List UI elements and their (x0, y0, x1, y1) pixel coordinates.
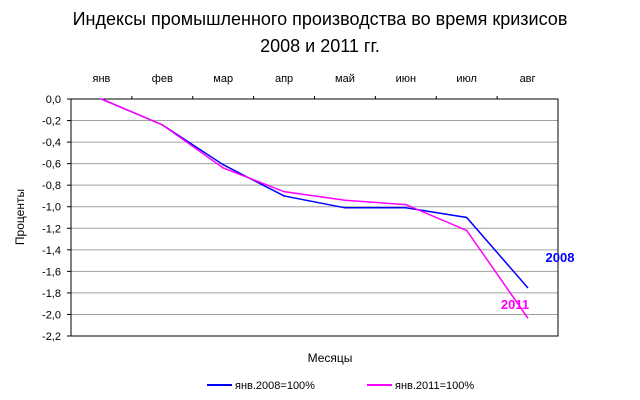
y-tick-label: -0,4 (42, 137, 61, 149)
y-tick-label: -2,2 (42, 331, 61, 343)
data-point-2011 (100, 98, 103, 100)
y-tick-label: -1,4 (42, 245, 61, 257)
legend-entry: янв.2011=100% (395, 380, 474, 392)
x-tick-label: апр (275, 73, 293, 85)
x-tick-label: янв (93, 73, 111, 85)
y-tick-label: -1,6 (42, 266, 61, 278)
y-axis-label: Проценты (13, 189, 27, 245)
data-point-2008 (344, 207, 346, 209)
data-point-2011 (161, 124, 164, 126)
data-point-2011 (222, 167, 224, 169)
y-tick-label: 0,0 (46, 94, 61, 106)
x-tick-label: мар (213, 73, 233, 85)
legend-entry: янв.2008=100% (235, 380, 315, 392)
y-tick-label: -1,0 (42, 202, 61, 214)
x-tick-label: авг (520, 73, 536, 85)
chart-title-line1: Индексы промышленного производства во вр… (73, 9, 568, 29)
y-tick-label: -1,2 (42, 223, 61, 235)
data-point-2008 (526, 286, 529, 289)
chart-title-line2: 2008 и 2011 гг. (260, 36, 380, 56)
x-tick-label: фев (152, 73, 173, 85)
data-point-2011 (465, 229, 468, 232)
data-point-2011 (344, 199, 346, 202)
data-point-2008 (283, 195, 285, 197)
data-point-2011 (283, 190, 285, 193)
x-axis-label: Месяцы (308, 351, 353, 365)
x-tick-label: май (335, 73, 355, 85)
x-tick-label: июн (396, 73, 416, 85)
data-point-2008 (222, 163, 224, 166)
y-tick-label: -0,8 (42, 180, 61, 192)
series-label-2008: 2008 (546, 250, 575, 265)
y-tick-label: -2,0 (42, 309, 61, 321)
x-tick-label: июл (456, 73, 477, 85)
y-tick-label: -1,8 (42, 288, 61, 300)
y-tick-label: -0,6 (42, 159, 61, 171)
series-label-2011: 2011 (501, 297, 529, 312)
y-tick-label: -0,2 (42, 116, 61, 128)
data-point-2008 (405, 207, 407, 209)
plot-area-border (70, 98, 559, 337)
data-point-2011 (405, 203, 407, 206)
series-line-2011 (101, 98, 529, 319)
data-point-2008 (465, 216, 468, 219)
data-point-2011 (526, 316, 529, 319)
